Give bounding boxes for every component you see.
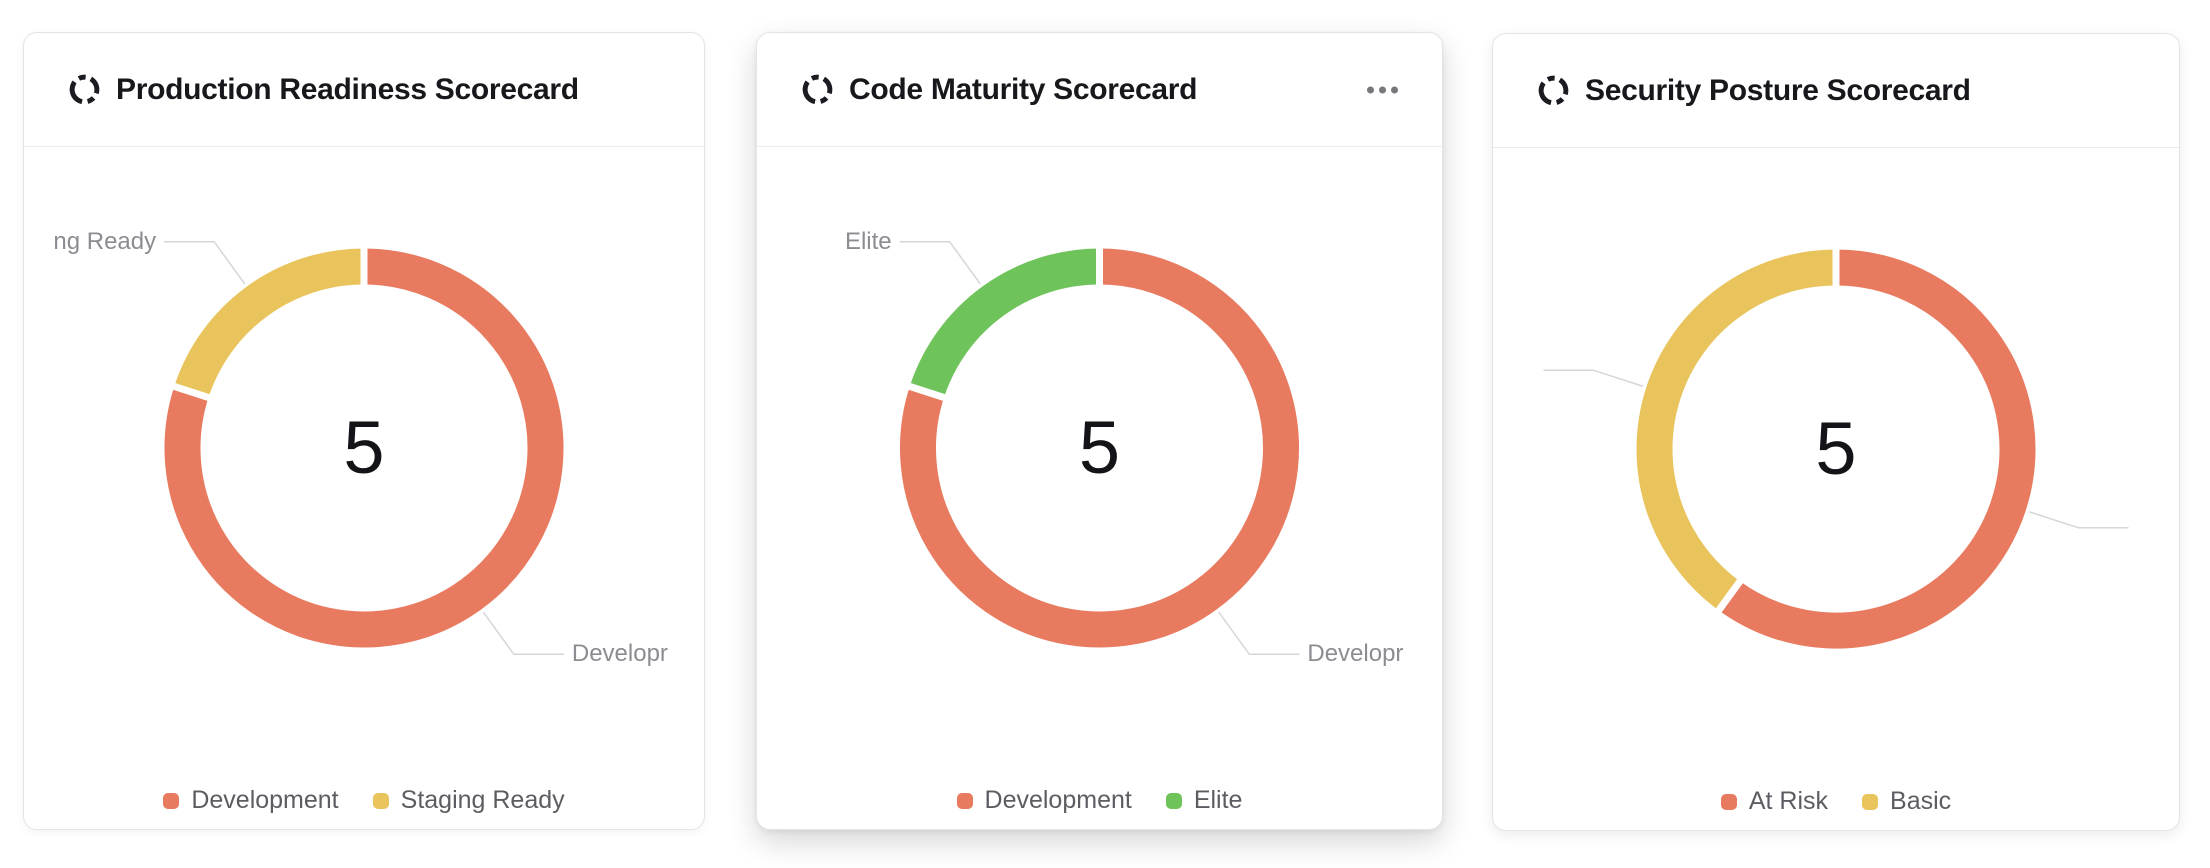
ellipsis-icon bbox=[1391, 86, 1398, 93]
donut-chart: 5 At Risk Basic bbox=[1493, 148, 2179, 830]
card-header: Code Maturity Scorecard bbox=[757, 33, 1442, 147]
production-readiness-card: Production Readiness Scorecard 5 Develop… bbox=[23, 32, 705, 830]
callout-leader-line bbox=[2028, 511, 2129, 529]
donut-chart-svg[interactable] bbox=[24, 147, 704, 829]
card-title: Code Maturity Scorecard bbox=[849, 72, 1198, 106]
card-title: Production Readiness Scorecard bbox=[116, 72, 579, 106]
legend-color-marker bbox=[1720, 793, 1737, 810]
legend-item[interactable]: Development bbox=[956, 786, 1132, 815]
legend-label: Elite bbox=[1193, 786, 1243, 814]
callout-leader-line bbox=[482, 611, 564, 656]
legend-label: At Risk bbox=[1748, 787, 1829, 815]
scorecard-donut-icon bbox=[1538, 75, 1569, 106]
slice-callout-label: ng Ready bbox=[53, 227, 157, 255]
donut-slice[interactable] bbox=[902, 241, 1103, 403]
legend-color-marker bbox=[956, 792, 973, 809]
donut-slice[interactable] bbox=[893, 241, 1306, 655]
card-header: Production Readiness Scorecard bbox=[24, 33, 704, 147]
ellipsis-icon bbox=[1379, 86, 1386, 93]
legend-color-marker bbox=[372, 792, 389, 809]
donut-chart-svg[interactable] bbox=[757, 147, 1442, 829]
slice-callout-label: Elite bbox=[844, 227, 892, 255]
callout-leader-line bbox=[899, 240, 981, 285]
callout-leader-line bbox=[164, 240, 246, 285]
donut-slice[interactable] bbox=[167, 241, 368, 403]
legend-item[interactable]: At Risk bbox=[1720, 787, 1829, 816]
donut-slice[interactable] bbox=[157, 241, 571, 655]
legend-label: Basic bbox=[1890, 787, 1952, 815]
chart-legend: Development Staging Ready bbox=[24, 786, 704, 815]
card-header: Security Posture Scorecard bbox=[1493, 34, 2179, 148]
callout-leader-line bbox=[1218, 611, 1300, 656]
donut-center-value: 5 bbox=[1815, 407, 1857, 490]
legend-label: Staging Ready bbox=[400, 786, 565, 814]
ellipsis-icon bbox=[1367, 86, 1374, 93]
card-title: Security Posture Scorecard bbox=[1585, 73, 1971, 107]
donut-slice[interactable] bbox=[1629, 242, 1840, 617]
legend-color-marker bbox=[1862, 793, 1879, 810]
slice-callout-label: Developr bbox=[1307, 640, 1404, 668]
legend-item[interactable]: Staging Ready bbox=[372, 786, 565, 815]
legend-item[interactable]: Elite bbox=[1165, 786, 1243, 815]
slice-callout-label: Developr bbox=[571, 640, 668, 668]
chart-legend: At Risk Basic bbox=[1493, 787, 2179, 816]
legend-label: Development bbox=[191, 786, 339, 814]
code-maturity-card: Code Maturity Scorecard 5 Development El… bbox=[756, 32, 1443, 830]
scorecard-donut-icon bbox=[69, 74, 100, 105]
donut-chart-svg[interactable] bbox=[1493, 148, 2179, 830]
callout-leader-line bbox=[1543, 369, 1644, 387]
legend-item[interactable]: Development bbox=[163, 786, 339, 815]
donut-chart: 5 Development Elite Developr Elite bbox=[757, 147, 1442, 829]
card-menu-button[interactable] bbox=[1361, 80, 1404, 99]
donut-center-value: 5 bbox=[343, 406, 385, 489]
security-posture-card: Security Posture Scorecard 5 At Risk Bas… bbox=[1492, 33, 2180, 831]
legend-color-marker bbox=[163, 792, 180, 809]
chart-legend: Development Elite bbox=[757, 786, 1442, 815]
scorecard-donut-icon bbox=[802, 74, 833, 105]
legend-label: Development bbox=[984, 786, 1132, 814]
legend-color-marker bbox=[1165, 792, 1182, 809]
donut-slice[interactable] bbox=[1713, 242, 2043, 656]
donut-chart: 5 Development Staging Ready Developr ng R… bbox=[24, 147, 704, 829]
legend-item[interactable]: Basic bbox=[1862, 787, 1951, 816]
donut-center-value: 5 bbox=[1078, 406, 1121, 489]
